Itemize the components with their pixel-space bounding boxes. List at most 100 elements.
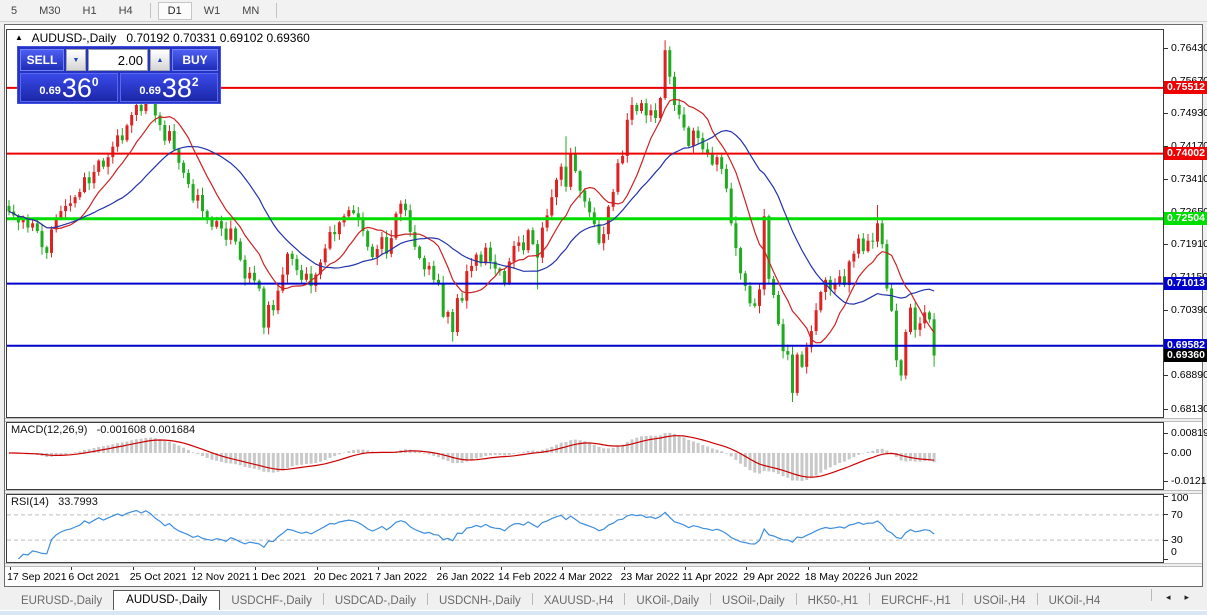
axis-tick-mark (1163, 244, 1168, 246)
tab-audusd-daily[interactable]: AUDUSD-,Daily (113, 590, 221, 610)
tab-usoil-daily[interactable]: USOil-,Daily (722, 595, 785, 607)
tab-ukoil-daily[interactable]: UKOil-,Daily (636, 595, 700, 607)
tab-scroll-right-icon[interactable]: ▸ (1184, 592, 1189, 602)
tab-usdcnh-daily[interactable]: USDCNH-,Daily (438, 595, 521, 607)
current-price-badge[interactable]: 0.69360 (1164, 349, 1207, 362)
price-tick-label: 30 (1171, 533, 1183, 546)
axis-tick-mark (1163, 310, 1168, 312)
axis-tick-mark (1163, 452, 1168, 454)
price-tick-label: 100 (1171, 491, 1189, 504)
tab-separator (710, 593, 712, 605)
date-tick-mark (255, 567, 257, 570)
tab-ukoil-h4[interactable]: UKOil-,H4 (1048, 595, 1101, 607)
date-tick-mark (378, 567, 380, 570)
tab-separator (322, 593, 324, 605)
price-level-badge[interactable]: 0.71013 (1164, 277, 1207, 291)
price-tick-label: 0.68890 (1171, 369, 1207, 382)
timeframe-button-h1[interactable]: H1 (82, 4, 97, 17)
axis-tick-mark (1163, 481, 1168, 483)
date-axis-label: 20 Dec 2021 (313, 571, 374, 583)
axis-tick-mark (1163, 47, 1168, 49)
axis-tick-mark (1163, 495, 1168, 497)
timeframe-button-5[interactable]: 5 (11, 4, 18, 17)
date-axis-label: 17 Sep 2021 (7, 571, 67, 583)
price-tick-label: 0.71910 (1171, 238, 1207, 251)
buy-price-display[interactable]: 0.69 38 2 (120, 73, 218, 102)
rsi-label: RSI(14) 33.7993 (11, 496, 98, 508)
sell-price-sup: 0 (91, 75, 99, 89)
rsi-chart-canvas[interactable] (7, 495, 1163, 562)
price-level-badge[interactable]: 0.74002 (1164, 147, 1207, 161)
date-tick-mark (500, 567, 502, 570)
date-tick-mark (869, 567, 870, 570)
timeframe-toolbar: 5 M30 H1 H4 D1 W1 MN (0, 0, 1207, 22)
price-tick-label: 0.73410 (1171, 172, 1207, 185)
date-axis-label: 14 Feb 2022 (497, 571, 557, 583)
tab-usdcad-daily[interactable]: USDCAD-,Daily (334, 595, 416, 607)
date-axis-label: 4 Mar 2022 (559, 571, 613, 583)
tab-scroll-left-icon[interactable]: ◂ (1165, 592, 1171, 602)
panel-splitter[interactable] (5, 563, 1202, 567)
sell-button[interactable]: SELL (20, 49, 64, 71)
chart-window: ▲ AUDUSD-,Daily 0.70192 0.70331 0.69102 … (4, 24, 1207, 587)
date-tick-mark (746, 567, 748, 570)
date-axis-label: 7 Jan 2022 (375, 571, 428, 583)
tab-separator (426, 593, 428, 605)
macd-values: -0.001608 0.001684 (96, 424, 196, 436)
sell-price-display[interactable]: 0.69 36 0 (20, 73, 118, 102)
date-axis-label: 23 Mar 2022 (620, 571, 680, 583)
tab-eurchf-h1[interactable]: EURCHF-,H1 (881, 595, 951, 607)
volume-decrease-button[interactable]: ▼ (66, 49, 86, 71)
date-tick-mark (316, 567, 318, 570)
tab-eurusd-daily[interactable]: EURUSD-,Daily (21, 595, 103, 607)
axis-tick-mark (1163, 433, 1168, 435)
axis-tick-mark (1163, 514, 1168, 516)
date-axis[interactable]: 17 Sep 2021 6 Oct 2021 25 Oct 2021 12 Nov 2… (6, 567, 1202, 586)
price-level-badge[interactable]: 0.72504 (1164, 212, 1207, 226)
timeframe-button-h4[interactable]: H4 (118, 4, 133, 17)
buy-price-big: 38 (161, 73, 192, 103)
collapse-triangle-icon[interactable]: ▲ (15, 33, 23, 42)
rsi-panel (6, 494, 1164, 563)
tab-separator (1150, 589, 1152, 601)
price-level-badge[interactable]: 0.75512 (1164, 81, 1207, 95)
timeframe-button-m30[interactable]: M30 (39, 4, 61, 17)
panel-splitter[interactable] (5, 418, 1202, 422)
axis-tick-mark (1163, 178, 1168, 180)
timeframe-button-d1[interactable]: D1 (157, 1, 192, 20)
volume-input[interactable] (88, 49, 148, 71)
tab-separator (624, 593, 626, 605)
volume-increase-button[interactable]: ▲ (150, 49, 170, 71)
price-tick-label: 0 (1171, 545, 1177, 558)
chart-ohlc-values: 0.70192 0.70331 0.69102 0.69360 (126, 31, 310, 45)
date-axis-label: 6 Oct 2021 (68, 571, 120, 583)
tab-separator (795, 593, 797, 605)
chart-title-row: ▲ AUDUSD-,Daily 0.70192 0.70331 0.69102 … (15, 31, 310, 45)
macd-label: MACD(12,26,9) -0.001608 0.001684 (11, 424, 196, 436)
tab-hk50-h1[interactable]: HK50-,H1 (807, 595, 859, 607)
axis-tick-mark (1163, 558, 1168, 560)
date-axis-label: 25 Oct 2021 (129, 571, 187, 583)
tab-usdchf-daily[interactable]: USDCHF-,Daily (231, 595, 312, 607)
panel-splitter[interactable] (5, 490, 1202, 494)
axis-tick-mark (1163, 375, 1168, 377)
date-axis-label: 29 Apr 2022 (743, 571, 800, 583)
date-tick-mark (132, 567, 134, 570)
macd-chart-canvas[interactable] (7, 423, 1163, 489)
sell-price-prefix: 0.69 (39, 85, 61, 97)
toolbar-separator (276, 3, 278, 18)
buy-button[interactable]: BUY (172, 49, 218, 71)
date-axis-label: 26 Jan 2022 (436, 571, 495, 583)
price-tick-label: 0.74930 (1171, 106, 1207, 119)
tab-usoil-h4[interactable]: USOil-,H4 (973, 595, 1026, 607)
axis-tick-mark (1163, 408, 1168, 410)
date-axis-label: 6 Jun 2022 (866, 571, 918, 583)
timeframe-button-mn[interactable]: MN (242, 4, 260, 17)
date-tick-mark (562, 567, 564, 570)
price-tick-label: 70 (1171, 508, 1183, 521)
status-strip (0, 610, 1207, 615)
tab-xauusd-h4[interactable]: XAUUSD-,H4 (543, 595, 614, 607)
axis-tick-mark (1163, 80, 1168, 82)
price-tick-label: 0.008197 (1171, 427, 1207, 440)
timeframe-button-w1[interactable]: W1 (203, 4, 221, 17)
